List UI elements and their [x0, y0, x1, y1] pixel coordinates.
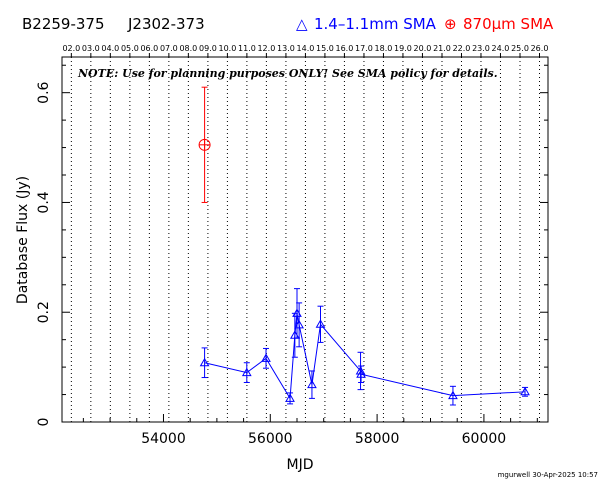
y-axis-label: Database Flux (Jy): [15, 176, 31, 304]
y-tick-label: 0: [36, 418, 52, 427]
top-axis-label: 06.0: [140, 44, 158, 53]
x-tick-label: 60000: [462, 431, 507, 447]
top-axis-label: 08.0: [179, 44, 197, 53]
footer-credit: mgurwell 30-Apr-2025 10:57: [498, 471, 598, 479]
top-axis-label: 05.0: [121, 44, 139, 53]
data-point: [355, 365, 366, 375]
y-axis: 0 0.2 0.4 0.6: [36, 64, 548, 427]
data-point: [294, 319, 304, 329]
legend-label-blue: 1.4–1.1mm SMA: [314, 15, 437, 33]
y-tick-label: 0.4: [36, 191, 52, 213]
legend-triangle-icon: △: [296, 15, 308, 33]
plot-frame: [61, 56, 549, 423]
legend-label-red: 870μm SMA: [463, 15, 554, 33]
data-point: [307, 379, 317, 389]
top-axis-label: 12.0: [257, 44, 275, 53]
top-axis-label: 17.0: [355, 44, 373, 53]
x-tick-label: 54000: [141, 431, 186, 447]
planning-note: NOTE: Use for planning purposes ONLY! Se…: [77, 67, 498, 80]
top-axis-label: 07.0: [160, 44, 178, 53]
top-axis-label: 03.0: [82, 44, 100, 53]
x-tick-label: 56000: [248, 431, 293, 447]
x-axis: 54000 56000 58000 60000: [82, 414, 538, 447]
top-axis-label: 20.0: [414, 44, 432, 53]
series-line: [204, 313, 526, 401]
y-tick-label: 0.6: [36, 81, 52, 103]
legend: △ 1.4–1.1mm SMA ⊕ 870μm SMA: [296, 15, 554, 33]
top-axis-label: 02.0: [62, 44, 80, 53]
data-point: [241, 367, 252, 377]
x-tick-label: 58000: [355, 431, 400, 447]
data-point: [448, 390, 458, 400]
top-axis-label: 15.0: [316, 44, 334, 53]
top-axis-label: 19.0: [394, 44, 412, 53]
data-point: [356, 369, 366, 378]
top-axis-label: 10.0: [218, 44, 236, 53]
series-circle-plus: [198, 86, 211, 203]
top-year-axis: 02.0 03.0 04.0 05.0 06.0 07.0 08.0 09.0 10.0 11.0…: [62, 44, 548, 57]
source-name: B2259-375: [22, 15, 105, 33]
top-axis-label: 26.0: [531, 44, 549, 53]
top-axis-label: 23.0: [472, 44, 490, 53]
top-axis-label: 22.0: [453, 44, 471, 53]
x-axis-label: MJD: [287, 457, 314, 473]
alt-source-name: J2302-373: [127, 15, 205, 33]
top-axis-label: 04.0: [101, 44, 119, 53]
legend-circle-plus-icon: ⊕: [444, 15, 457, 33]
top-axis-label: 11.0: [238, 44, 256, 53]
top-axis-label: 13.0: [277, 44, 295, 53]
top-axis-label: 24.0: [492, 44, 510, 53]
top-axis-label: 25.0: [511, 44, 529, 53]
data-point: [520, 386, 530, 396]
series-triangle: [199, 288, 530, 406]
data-point: [199, 357, 210, 367]
data-point: [315, 319, 326, 328]
series-layer: [198, 86, 530, 406]
top-axis-label: 14.0: [297, 44, 315, 53]
data-point: [261, 353, 271, 362]
y-tick-label: 0.2: [36, 301, 52, 323]
year-gridlines: [70, 57, 541, 422]
top-axis-label: 16.0: [336, 44, 354, 53]
top-axis-label: 21.0: [433, 44, 451, 53]
top-axis-label: 09.0: [199, 44, 217, 53]
data-point: [285, 393, 295, 402]
top-axis-label: 18.0: [375, 44, 393, 53]
